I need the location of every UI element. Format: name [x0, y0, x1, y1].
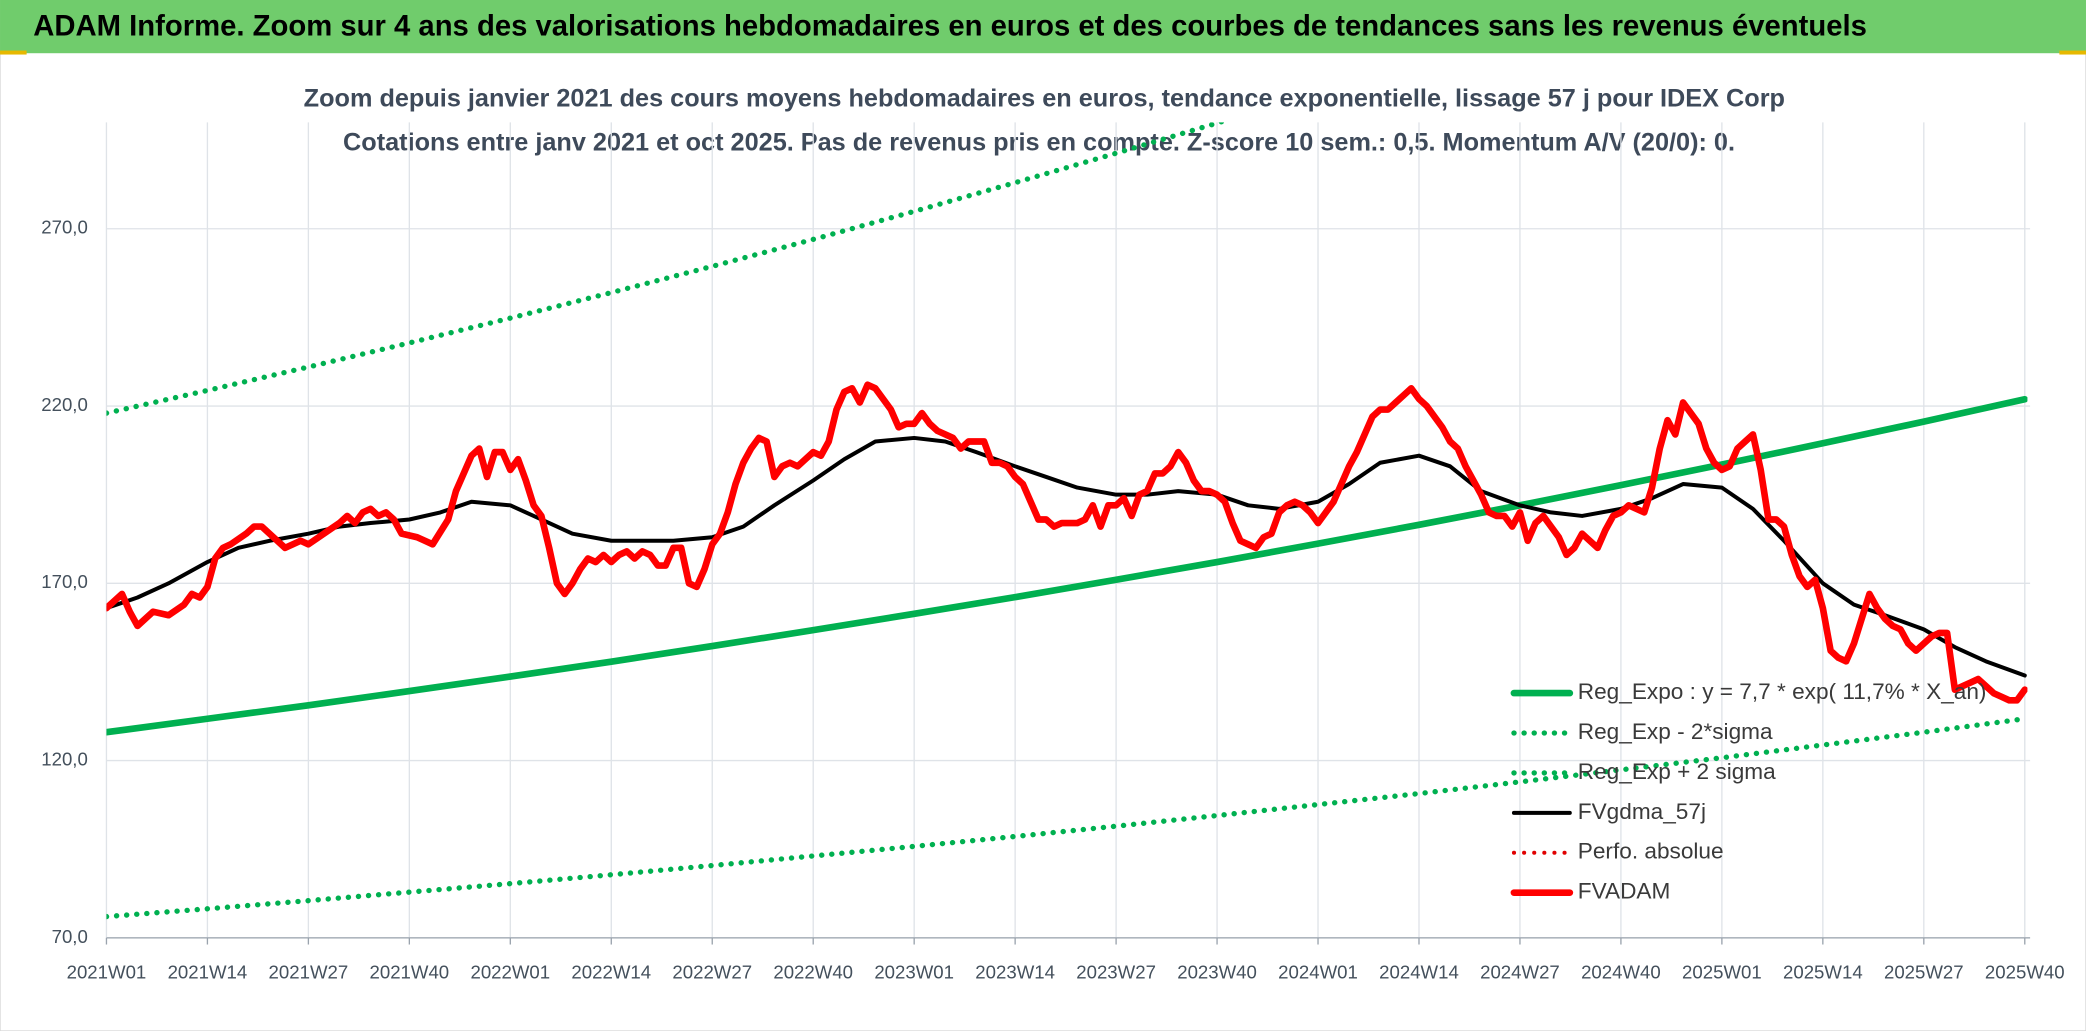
x-tick-label: 2023W27	[1076, 962, 1156, 983]
plot-area	[106, 122, 2028, 920]
series-line	[106, 381, 2028, 704]
x-tick-label: 2023W40	[1177, 962, 1257, 983]
header-bar	[0, 0, 2086, 54]
legend-label: Perfo. absolue	[1578, 839, 1724, 864]
x-tick-label: 2024W40	[1581, 962, 1661, 983]
x-tick-label: 2022W01	[470, 962, 550, 983]
legend-label: Reg_Expo : y = 7,7 * exp( 11,7% * X_an)	[1578, 679, 1987, 704]
series-line	[106, 716, 2028, 920]
series-line	[106, 122, 1229, 416]
header-accent	[2059, 50, 2086, 55]
x-tick-label: 2021W01	[67, 962, 147, 983]
x-tick-label: 2024W01	[1278, 962, 1358, 983]
x-tick-label: 2021W14	[168, 962, 248, 983]
x-tick-label: 2025W27	[1884, 962, 1964, 983]
x-tick-label: 2025W01	[1682, 962, 1762, 983]
x-tick-label: 2021W27	[269, 962, 349, 983]
x-tick-label: 2021W40	[370, 962, 450, 983]
chart-subtitle: Cotations entre janv 2021 et oct 2025. P…	[343, 128, 1735, 156]
x-tick-label: 2022W14	[571, 962, 651, 983]
legend-label: FVADAM	[1578, 879, 1671, 904]
chart-title: Zoom depuis janvier 2021 des cours moyen…	[304, 84, 1785, 112]
y-tick-label: 70,0	[52, 926, 88, 947]
x-tick-label: 2022W27	[672, 962, 752, 983]
page-title: ADAM Informe. Zoom sur 4 ans des valoris…	[33, 11, 1867, 43]
x-tick-label: 2023W01	[874, 962, 954, 983]
series-line	[106, 395, 2028, 736]
x-tick-label: 2022W40	[773, 962, 853, 983]
legend-label: FVgdma_57j	[1578, 799, 1706, 824]
x-tick-label: 2025W14	[1783, 962, 1863, 983]
x-tick-label: 2023W14	[975, 962, 1055, 983]
header-accent	[0, 50, 27, 55]
y-tick-label: 220,0	[41, 394, 88, 415]
legend-label: Reg_Exp + 2 sigma	[1578, 759, 1776, 784]
y-tick-label: 170,0	[41, 571, 88, 592]
y-tick-label: 120,0	[41, 749, 88, 770]
series-line	[106, 435, 2027, 678]
y-tick-label: 270,0	[41, 217, 88, 238]
x-tick-label: 2024W14	[1379, 962, 1459, 983]
x-tick-label: 2024W27	[1480, 962, 1560, 983]
legend-label: Reg_Exp - 2*sigma	[1578, 719, 1773, 744]
x-tick-label: 2025W40	[1985, 962, 2065, 983]
